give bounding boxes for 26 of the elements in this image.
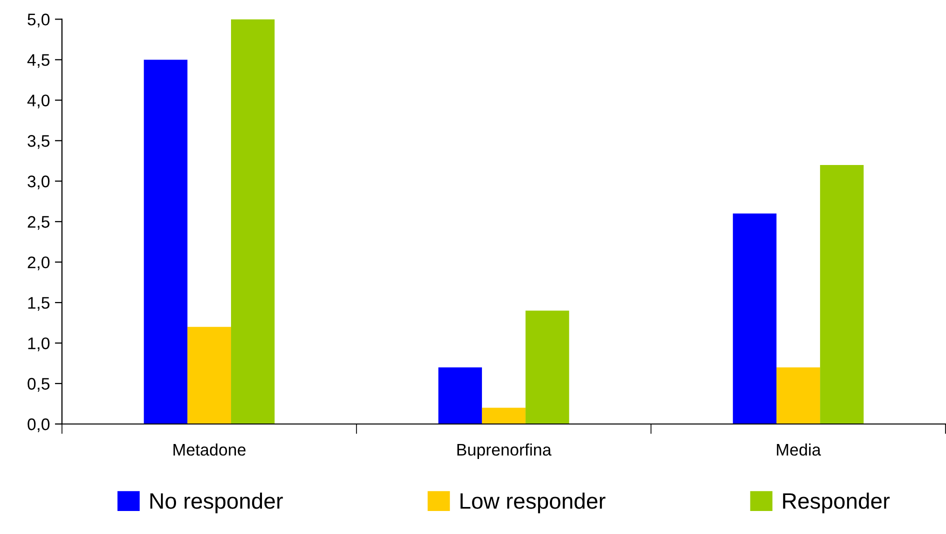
y-tick-label: 4,5: [27, 54, 50, 68]
bar: [732, 214, 776, 424]
bar: [776, 367, 820, 424]
x-tick-label: Buprenorfina: [457, 443, 552, 459]
bar: [438, 367, 482, 424]
y-tick-label: 3,0: [28, 176, 50, 190]
bar: [526, 310, 570, 424]
y-tick-label: 5,0: [28, 14, 50, 28]
y-tick-label: 0,0: [28, 418, 50, 432]
legend-label: No responder: [150, 492, 283, 514]
x-tick-label: Media: [776, 443, 821, 456]
bar: [482, 408, 526, 424]
bar: [187, 326, 232, 424]
bar: [144, 60, 188, 424]
legend-label: Low responder: [460, 492, 606, 514]
y-tick-label: 4,0: [27, 94, 50, 108]
y-tick-label: 0,5: [28, 378, 50, 392]
y-tick-label: 3,5: [28, 135, 50, 149]
x-tick-label: Metadone: [174, 443, 246, 456]
y-tick-label: 1,5: [28, 297, 50, 311]
bar: [820, 164, 864, 424]
y-tick-label: 1,0: [28, 337, 50, 352]
bar: [231, 19, 275, 424]
y-tick-label: 2,0: [28, 256, 50, 270]
y-tick-label: 2,5: [28, 216, 50, 230]
legend-label: Responder: [783, 492, 890, 514]
